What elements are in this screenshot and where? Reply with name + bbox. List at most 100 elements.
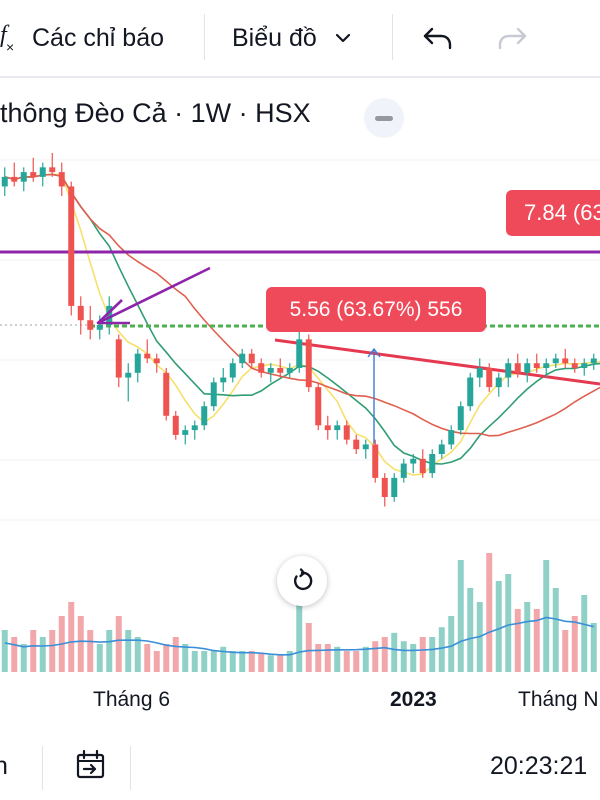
- trendline: [274, 338, 600, 386]
- x-axis-label: Tháng N: [518, 688, 599, 711]
- candle-body: [106, 305, 113, 325]
- price-level-badge: 7.84 (63: [506, 190, 600, 236]
- bottom-left-text[interactable]: n: [0, 752, 8, 780]
- candle-body: [49, 167, 56, 173]
- reset-chart-button[interactable]: [277, 556, 327, 606]
- volume-bar: [172, 637, 179, 672]
- candle-body: [305, 339, 312, 388]
- volume-bar: [543, 560, 550, 672]
- volume-bar: [220, 646, 227, 672]
- candle-body: [30, 172, 37, 177]
- volume-bar: [191, 651, 198, 672]
- volume-bar: [153, 651, 160, 672]
- volume-bar: [134, 637, 141, 672]
- candle-body: [153, 358, 160, 364]
- candle-body: [543, 363, 550, 368]
- volume-bar: [30, 630, 37, 672]
- volume-bar: [429, 637, 436, 672]
- volume-bar: [448, 616, 455, 672]
- annotation-arrow: [99, 266, 211, 324]
- fx-icon: f ×: [0, 22, 14, 55]
- candle-body: [353, 439, 360, 450]
- toolbar-divider: [0, 76, 600, 78]
- volume-bar: [39, 637, 46, 672]
- symbol-title[interactable]: thông Đèo Cả · 1W · HSX: [0, 98, 311, 128]
- candle-body: [296, 339, 303, 368]
- volume-bar: [201, 651, 208, 672]
- bottom-separator: [130, 746, 131, 790]
- undo-icon[interactable]: [420, 22, 456, 54]
- volume-bar: [324, 644, 331, 672]
- candle-body: [220, 377, 227, 383]
- candle-body: [58, 172, 65, 187]
- volume-bar: [144, 644, 151, 672]
- x-axis-label: 2023: [390, 688, 437, 711]
- volume-bar: [49, 630, 56, 672]
- bottom-separator: [42, 746, 43, 790]
- volume-bar: [438, 627, 445, 672]
- minus-icon: [375, 115, 393, 121]
- volume-bar: [419, 637, 426, 672]
- candle-body: [144, 353, 151, 359]
- volume-bar: [524, 602, 531, 672]
- candle-body: [343, 425, 350, 440]
- volume-bar: [210, 651, 217, 672]
- redo-icon[interactable]: [494, 22, 530, 54]
- candle-body: [87, 320, 94, 330]
- volume-bar: [505, 574, 512, 672]
- volume-bar: [68, 602, 75, 672]
- calendar-goto-icon[interactable]: [74, 748, 108, 782]
- candle-body: [476, 368, 483, 378]
- candle-body: [68, 186, 75, 306]
- clock-time: 20:23:21: [490, 752, 588, 780]
- indicators-button[interactable]: f × Các chỉ báo: [0, 18, 164, 58]
- volume-bar: [267, 655, 274, 672]
- candle-body: [362, 444, 369, 450]
- volume-bar: [1, 630, 8, 672]
- volume-bar: [486, 553, 493, 672]
- candle-body: [39, 167, 46, 177]
- candle-body: [562, 358, 569, 364]
- volume-bar: [115, 616, 122, 672]
- candle-body: [495, 377, 502, 388]
- candle-body: [391, 477, 398, 497]
- candle-body: [467, 377, 474, 407]
- volume-bar: [590, 623, 597, 672]
- chart-type-button[interactable]: Biểu đồ: [232, 18, 355, 58]
- volume-bar: [410, 644, 417, 672]
- candle-body: [533, 363, 540, 368]
- candle-body: [277, 368, 284, 373]
- volume-bar: [514, 609, 521, 672]
- candle-body: [505, 363, 512, 378]
- volume-bar: [96, 644, 103, 672]
- volume-bar: [258, 653, 265, 672]
- collapse-legend-button[interactable]: [364, 98, 404, 138]
- candle-body: [182, 430, 189, 435]
- candle-body: [410, 458, 417, 464]
- ma-medium-line: [4, 173, 600, 465]
- volume-bar: [343, 651, 350, 672]
- candle-body: [438, 444, 445, 454]
- volume-bar: [562, 630, 569, 672]
- candle-body: [11, 176, 18, 182]
- volume-bar: [353, 651, 360, 672]
- candle-body: [334, 425, 341, 431]
- volume-bar: [581, 595, 588, 672]
- candle-body: [571, 363, 578, 368]
- candle-body: [419, 458, 426, 474]
- candle-body: [429, 454, 436, 474]
- volume-bar: [315, 644, 322, 672]
- candle-body: [210, 382, 217, 407]
- volume-bar: [20, 644, 27, 672]
- candle-body: [590, 358, 597, 364]
- candle-body: [381, 477, 388, 497]
- candle-body: [248, 353, 255, 364]
- candle-body: [20, 172, 27, 182]
- candle-body: [115, 339, 122, 378]
- candle-body: [324, 425, 331, 431]
- ma-long-line: [4, 173, 600, 437]
- candle-body: [1, 176, 8, 187]
- toolbar-separator: [204, 14, 205, 60]
- volume-bar: [11, 637, 18, 672]
